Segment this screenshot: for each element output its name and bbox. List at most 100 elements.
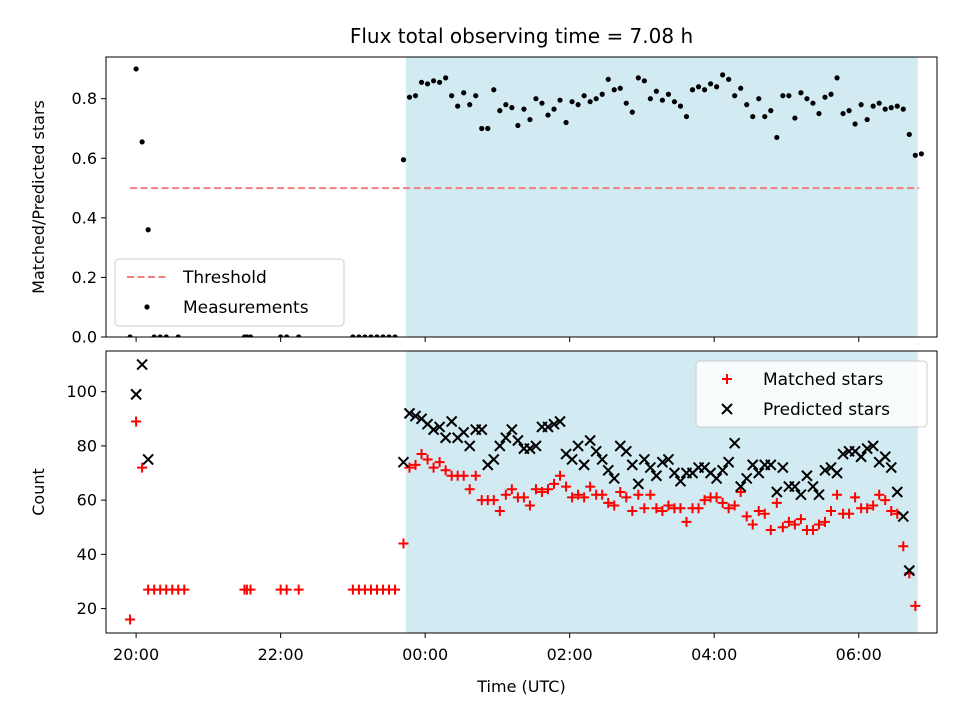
matched-point <box>585 481 596 492</box>
matched-point <box>603 497 614 508</box>
x-axis-label: Time (UTC) <box>476 677 565 696</box>
measurement-point <box>816 110 822 117</box>
measurement-point <box>912 152 918 158</box>
measurement-point <box>467 102 473 108</box>
measurement-point <box>623 100 629 106</box>
measurement-point <box>683 113 690 120</box>
matched-point <box>717 497 728 508</box>
measurement-point <box>509 105 515 111</box>
matched-point <box>561 481 572 492</box>
matched-point <box>555 470 566 481</box>
predicted-point <box>500 432 512 444</box>
legend-box <box>695 360 928 428</box>
matched-point <box>428 462 439 473</box>
count-subplot: 20 40 60 80 100 20:00 22:00 00:00 02:00 04:00 06:0… <box>29 350 938 696</box>
matched-point <box>390 584 401 595</box>
matched-point <box>131 416 142 427</box>
matched-point <box>470 470 481 481</box>
predicted-point <box>142 453 154 466</box>
measurement-point <box>629 109 635 115</box>
matched-point <box>639 503 650 514</box>
predicted-point <box>130 388 142 401</box>
matched-point <box>747 519 758 530</box>
predicted-point <box>457 426 470 439</box>
predicted-point <box>747 459 759 471</box>
predicted-point <box>620 445 632 458</box>
matched-point <box>844 508 855 519</box>
matched-point <box>137 462 148 473</box>
measurement-point <box>296 334 302 337</box>
matched-point <box>886 505 897 516</box>
predicted-point <box>638 453 651 466</box>
predicted-point <box>819 464 831 477</box>
matched-point <box>410 459 421 470</box>
matched-point <box>741 511 752 522</box>
predicted-point <box>512 434 524 447</box>
measurement-point <box>846 108 852 114</box>
measurement-point <box>139 139 145 145</box>
matched-point <box>777 522 788 533</box>
measurement-point <box>762 113 768 120</box>
measurement-point <box>145 227 151 233</box>
legend: Matched stars Predicted stars <box>695 360 928 428</box>
x-tick-label: 00:00 <box>402 645 448 664</box>
measurement-point <box>284 334 290 337</box>
legend-measurement-label: Measurements <box>183 298 309 318</box>
measurement-point <box>551 106 557 112</box>
y-tick-label: 0.2 <box>72 268 97 287</box>
measurement-point <box>599 91 605 97</box>
measurement-point <box>151 334 157 337</box>
predicted-point <box>427 423 440 436</box>
measurement-point <box>545 112 551 118</box>
predicted-point <box>831 467 843 479</box>
x-tick-label: 04:00 <box>691 645 737 664</box>
matched-point <box>783 516 794 527</box>
matched-point <box>567 492 578 503</box>
predicted-point <box>801 470 813 482</box>
measurement-point <box>792 115 798 121</box>
predicted-point <box>626 459 639 471</box>
measurement-point <box>418 79 425 85</box>
measurement-point <box>515 122 521 129</box>
matched-point <box>795 514 806 525</box>
legend-matched-swatch <box>722 374 732 384</box>
predicted-point <box>903 564 916 577</box>
ratio-subplot: 0.0 0.2 0.4 0.6 0.8 Matched/Predicted stars Fl… <box>29 24 938 347</box>
predicted-point <box>885 461 897 474</box>
matched-point <box>862 503 873 514</box>
measurement-point <box>175 334 181 337</box>
measurement-point <box>593 96 599 102</box>
matched-point <box>573 489 584 500</box>
measurement-point <box>539 100 545 106</box>
measurement-point <box>876 100 882 106</box>
measurement-point <box>424 81 431 87</box>
y-tick-label: 0.4 <box>72 208 97 227</box>
predicted-point <box>524 442 536 455</box>
matched-point <box>416 449 427 460</box>
measurement-point <box>840 110 846 117</box>
predicted-point <box>403 407 416 420</box>
measurement-point <box>449 93 455 99</box>
measurement-point <box>412 93 419 99</box>
measurement-point <box>479 125 485 132</box>
measurement-point <box>437 79 443 85</box>
y-axis-label: Count <box>29 468 48 516</box>
measurement-point <box>882 106 888 112</box>
measurement-point <box>659 97 666 103</box>
predicted-point <box>136 358 148 371</box>
measurement-point <box>430 78 437 84</box>
measurement-point <box>278 334 284 337</box>
matched-point <box>898 541 909 552</box>
predicted-point <box>542 421 554 433</box>
matched-point <box>813 519 824 530</box>
measurement-point <box>605 76 611 82</box>
matched-point <box>530 484 541 495</box>
measurement-point <box>563 119 569 126</box>
matched-point <box>771 497 782 508</box>
matched-point <box>699 495 710 506</box>
legend-predicted-label: Predicted stars <box>763 400 890 420</box>
x-tick-label: 06:00 <box>836 645 882 664</box>
predicted-point <box>891 486 903 498</box>
matched-point <box>819 516 830 527</box>
